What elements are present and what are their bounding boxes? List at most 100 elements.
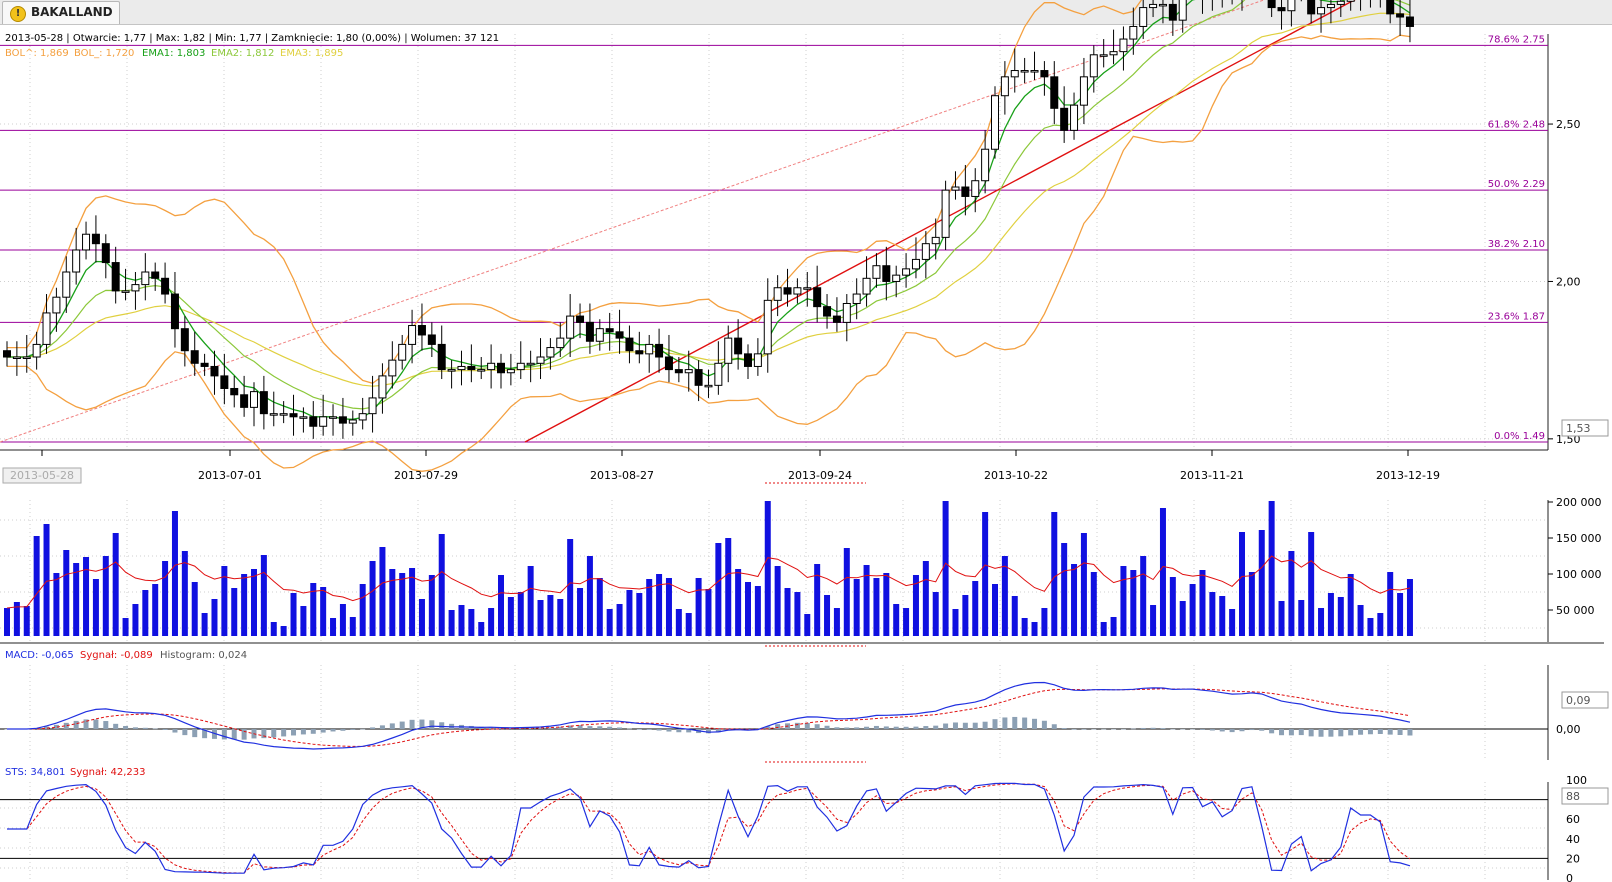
candle-body [1277, 7, 1286, 12]
volume-bar [191, 582, 198, 636]
volume-bar [1169, 577, 1176, 636]
macd-histogram-bar [883, 726, 889, 729]
macd-histogram-bar [310, 729, 316, 734]
bollinger-upper-line [7, 0, 1143, 385]
macd-histogram-bar [676, 729, 682, 733]
macd-histogram-bar [360, 728, 366, 730]
macd-histogram-bar [1180, 729, 1186, 730]
volume-bar [1209, 592, 1216, 636]
macd-histogram-bar [587, 726, 593, 729]
macd-histogram-bar [992, 719, 998, 729]
candle-body [1149, 3, 1158, 9]
volume-bar [1021, 618, 1028, 636]
volume-bar [458, 605, 465, 636]
candle-body [585, 321, 594, 342]
volume-bar [300, 606, 307, 636]
volume-bar [636, 593, 643, 636]
macd-histogram-bar [1249, 729, 1255, 731]
volume-bar [33, 536, 40, 636]
volume-bar [715, 543, 722, 636]
macd-histogram-bar [389, 723, 395, 729]
sts-signal-label: Sygnał: 42,233 [70, 767, 145, 778]
macd-histogram-bar [982, 721, 988, 729]
bollinger-upper-label: BOL^: 1,869 [5, 48, 69, 59]
macd-histogram-bar [597, 726, 603, 729]
volume-bar [1288, 551, 1295, 636]
volume-bar [814, 564, 821, 636]
candle-body [783, 287, 792, 295]
candle-body [516, 362, 525, 371]
volume-bar [745, 582, 751, 636]
macd-histogram-bar [557, 726, 563, 729]
x-start-badge [2, 467, 82, 484]
volume-bar [586, 556, 593, 636]
volume-bar [1377, 613, 1384, 636]
volume-bar [310, 583, 317, 636]
fib-label: 78.6% 2.75 [1488, 34, 1545, 45]
macd-histogram-bar [794, 722, 800, 729]
macd-histogram-bar [1288, 729, 1294, 736]
volume-bar [379, 547, 386, 636]
candle-body [921, 243, 930, 260]
candle-body [240, 394, 249, 408]
macd-histogram-bar [1219, 729, 1225, 732]
sts-badge: 88 [1566, 790, 1580, 803]
macd-histogram-bar [162, 729, 168, 730]
macd-histogram-bar [142, 727, 148, 729]
volume-bar [359, 584, 366, 636]
x-tick-label: 2013-07-29 [394, 469, 458, 482]
volume-bar [1130, 570, 1137, 636]
candle-body [605, 328, 614, 333]
candle-body [1287, 0, 1296, 12]
candle-body [773, 287, 782, 301]
volume-bar [241, 574, 248, 636]
volume-bar [725, 538, 732, 636]
macd-histogram-bar [350, 729, 356, 730]
volume-bar [280, 626, 287, 636]
volume-bar [260, 555, 267, 636]
candle-body [427, 334, 436, 345]
candle-body [734, 337, 743, 355]
candle-body [1326, 3, 1335, 9]
ema2-label: EMA2: 1,812 [211, 48, 274, 59]
candle-body [210, 365, 219, 377]
macd-histogram-bar [844, 727, 850, 729]
macd-histogram-bar [1022, 717, 1028, 729]
volume-bar [646, 579, 653, 636]
macd-histogram-bar [636, 729, 642, 730]
candle-body [556, 337, 565, 349]
ema2-line [7, 0, 1411, 410]
candle-body [487, 362, 496, 371]
candle-body [111, 262, 120, 292]
candle-body [941, 189, 950, 238]
x-tick-label: 2013-07-01 [198, 469, 262, 482]
macd-tick-label: 0,00 [1556, 723, 1581, 736]
macd-histogram-bar [1170, 729, 1176, 730]
volume-bar [1327, 593, 1334, 636]
macd-histogram-bar [1348, 729, 1354, 736]
volume-bar [883, 573, 890, 636]
ohlc-info: 2013-05-28 | Otwarcie: 1,77 | Max: 1,82 … [5, 33, 499, 44]
candle-body [259, 391, 268, 415]
candle-body [823, 306, 832, 317]
tab-bakalland[interactable]: ! BAKALLAND [2, 1, 120, 24]
volume-bar [616, 604, 623, 636]
candle-body [625, 337, 634, 352]
candle-body [576, 315, 585, 323]
candle-body [1139, 7, 1148, 27]
volume-bar [1051, 512, 1058, 636]
macd-histogram-bar [231, 729, 237, 740]
volume-bar [912, 575, 919, 636]
candle-body [664, 356, 673, 371]
candle-body [506, 369, 515, 374]
macd-histogram-bar [123, 725, 129, 729]
macd-histogram-bar [1239, 729, 1245, 732]
candle-body [408, 325, 417, 345]
candle-body [753, 353, 762, 367]
macd-histogram-bar [1229, 729, 1235, 733]
candle-body [1050, 76, 1059, 109]
grid [0, 34, 1548, 880]
candle-body [832, 315, 841, 323]
volume-bar [1199, 570, 1206, 636]
